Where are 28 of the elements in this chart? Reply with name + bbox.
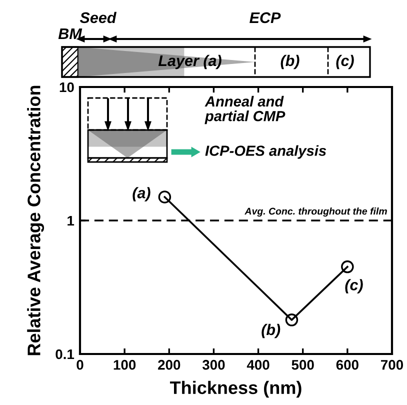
text: BM — [58, 28, 82, 39]
x-tick-label: 100 — [114, 360, 136, 370]
text: Seed — [80, 12, 117, 24]
x-tick-label: 300 — [202, 360, 225, 370]
annotation: (b) — [262, 324, 280, 338]
annotation: (a) — [132, 187, 150, 202]
x-tick-label: 0 — [76, 360, 84, 370]
y-tick-label: 0.1 — [56, 349, 74, 360]
x-tick-label: 200 — [158, 360, 180, 370]
y-tick-label: 1 — [68, 216, 74, 226]
annotation: Anneal and partial CMP — [204, 96, 286, 124]
x-tick-label: 500 — [292, 360, 314, 370]
y-axis-title: Relative Average Concentration — [27, 86, 44, 356]
point — [158, 190, 172, 204]
point — [285, 314, 298, 326]
text: (c) — [336, 54, 354, 70]
text: Layer (a) — [158, 54, 222, 70]
y-tick-label: 10 — [60, 82, 74, 92]
x-tick-label: 700 — [381, 360, 404, 370]
x-tick-label: 600 — [336, 360, 358, 370]
point — [341, 260, 354, 274]
text: ECP — [250, 12, 281, 24]
x-axis-title: Thickness (nm) — [170, 380, 302, 398]
annotation: ICP-OES analysis — [205, 145, 326, 159]
annotation: (c) — [345, 279, 363, 294]
ref-line-label: Avg. Conc. throughout the film — [244, 208, 387, 217]
text: (b) — [280, 54, 300, 70]
x-tick-label: 400 — [246, 360, 270, 370]
